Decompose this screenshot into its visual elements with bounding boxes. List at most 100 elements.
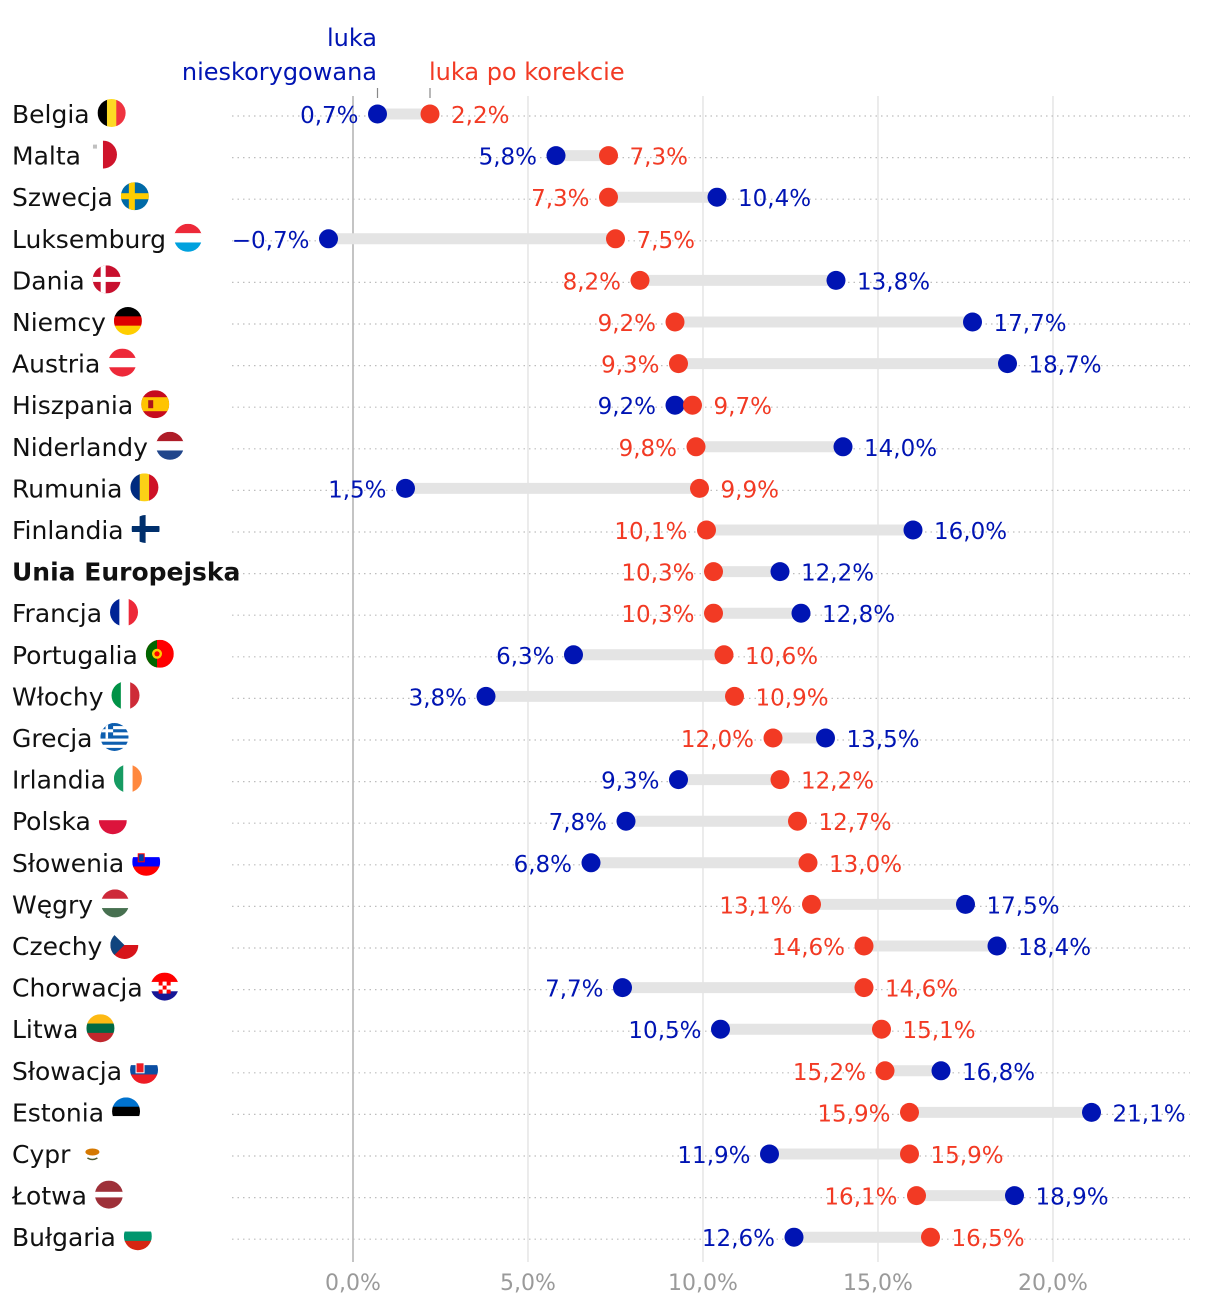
adjusted-dot: [770, 770, 790, 790]
adjusted-value-label: 14,6%: [772, 935, 845, 961]
country-label: Unia Europejska: [12, 558, 240, 587]
unadjusted-value-label: 17,7%: [994, 311, 1067, 337]
country-label: Niderlandy: [12, 433, 148, 462]
chart-row: Szwecja 7,3% 10,4%: [12, 182, 811, 212]
mt-flag-icon: [88, 140, 117, 169]
adjusted-value-label: 9,9%: [721, 477, 779, 503]
country-label: Rumunia: [12, 474, 122, 503]
adjusted-value-label: 10,3%: [621, 602, 694, 628]
adjusted-dot: [686, 437, 706, 457]
se-flag-icon: [120, 182, 149, 211]
legend-unadjusted-line2: nieskorygowana: [182, 58, 377, 86]
adjusted-dot: [630, 270, 650, 290]
unadjusted-dot: [669, 770, 688, 790]
unadjusted-value-label: 3,8%: [409, 685, 467, 711]
adjusted-dot: [665, 312, 685, 332]
chart-row: Dania 8,2% 13,8%: [12, 265, 930, 295]
country-label: Niemcy: [12, 308, 106, 337]
adjusted-dot: [875, 1061, 895, 1081]
chart-row: Bułgaria 12,6% 16,5%: [12, 1222, 1025, 1252]
unadjusted-dot: [368, 104, 387, 124]
legend-unadjusted-line1: luka: [327, 24, 377, 52]
adjusted-value-label: 9,7%: [714, 394, 772, 420]
adjusted-dot: [690, 478, 709, 498]
adjusted-dot: [907, 1186, 926, 1206]
gr-flag-icon: [100, 723, 129, 751]
x-tick-label: 10,0%: [668, 1271, 738, 1296]
chart-rows: Belgia 0,7% 2,2% Malta 5,8% 7,3% Szwecja 7,3% 10…: [11, 99, 1186, 1252]
x-axis: 0,0% 5,0% 10,0% 15,0% 20,0%: [325, 1271, 1088, 1296]
country-label: Łotwa: [11, 1182, 87, 1211]
at-flag-icon: [108, 348, 137, 377]
x-tick-label: 15,0%: [843, 1271, 913, 1296]
adjusted-value-label: 16,1%: [824, 1185, 897, 1211]
chart-row: Estonia 15,9% 21,1%: [12, 1097, 1186, 1127]
unadjusted-value-label: 9,3%: [601, 769, 659, 795]
cy-flag-icon: [78, 1139, 107, 1167]
chart-row: Cypr 11,9% 15,9%: [12, 1139, 1004, 1169]
unadjusted-dot: [476, 686, 496, 706]
unadjusted-value-label: 7,8%: [549, 810, 607, 836]
adjusted-value-label: 15,9%: [817, 1101, 890, 1127]
unadjusted-value-label: 16,8%: [962, 1060, 1035, 1086]
unadjusted-dot: [1082, 1102, 1101, 1122]
adjusted-dot: [599, 146, 618, 166]
unadjusted-dot: [707, 187, 727, 207]
chart-row: Unia Europejska 10,3% 12,2%: [12, 558, 874, 587]
country-label: Czechy: [12, 932, 103, 961]
adjusted-dot: [854, 936, 874, 956]
unadjusted-dot: [956, 894, 975, 914]
bg-flag-icon: [123, 1222, 152, 1251]
unadjusted-dot: [396, 478, 415, 498]
unadjusted-value-label: 9,2%: [598, 394, 656, 420]
adjusted-dot: [763, 728, 783, 748]
unadjusted-value-label: 18,7%: [1029, 353, 1102, 379]
country-label: Chorwacja: [12, 974, 143, 1003]
pt-flag-icon: [145, 639, 174, 668]
unadjusted-dot: [613, 978, 632, 998]
unadjusted-dot: [791, 603, 811, 623]
country-label: Grecja: [12, 724, 93, 753]
unadjusted-value-label: 6,8%: [514, 852, 572, 878]
adjusted-value-label: 9,8%: [619, 436, 677, 462]
unadjusted-dot: [987, 936, 1007, 956]
adjusted-dot: [704, 603, 723, 623]
chart-row: Luksemburg −0,7% 7,5%: [12, 223, 695, 254]
x-tick-label: 5,0%: [500, 1271, 556, 1296]
chart-row: Grecja 12,0% 13,5%: [12, 723, 920, 753]
chart-row: Polska 7,8% 12,7%: [12, 806, 892, 836]
country-label: Belgia: [12, 100, 90, 129]
country-label: Słowacja: [12, 1057, 122, 1086]
adjusted-dot: [420, 104, 440, 124]
fi-flag-icon: [131, 515, 160, 543]
country-label: Szwecja: [12, 183, 113, 212]
chart-row: Węgry 13,1% 17,5%: [12, 889, 1060, 919]
country-label: Hiszpania: [12, 391, 133, 420]
unadjusted-value-label: 0,7%: [300, 103, 358, 129]
adjusted-value-label: 15,2%: [793, 1060, 866, 1086]
fr-flag-icon: [110, 598, 139, 627]
country-label: Austria: [12, 350, 100, 379]
chart-row: Portugalia 6,3% 10,6%: [12, 639, 818, 670]
unadjusted-value-label: 6,3%: [496, 644, 554, 670]
hu-flag-icon: [101, 889, 130, 918]
unadjusted-value-label: 5,8%: [479, 145, 537, 171]
adjusted-value-label: 7,3%: [630, 145, 688, 171]
adjusted-dot: [606, 229, 625, 249]
unadjusted-value-label: 21,1%: [1113, 1101, 1186, 1127]
unadjusted-value-label: 10,5%: [628, 1018, 701, 1044]
unadjusted-dot: [931, 1061, 951, 1081]
si-flag-icon: [132, 847, 161, 876]
country-label: Słowenia: [12, 849, 124, 878]
x-tick-label: 20,0%: [1018, 1271, 1088, 1296]
adjusted-value-label: 13,0%: [829, 852, 902, 878]
country-label: Węgry: [12, 890, 93, 919]
unadjusted-dot: [998, 354, 1017, 374]
chart-row: Rumunia 1,5% 9,9%: [12, 473, 779, 503]
adjusted-dot: [900, 1102, 919, 1122]
chart-row: Finlandia 10,1% 16,0%: [12, 515, 1007, 545]
de-flag-icon: [113, 307, 142, 335]
unadjusted-value-label: 18,4%: [1018, 935, 1091, 961]
adjusted-value-label: 10,1%: [614, 519, 687, 545]
